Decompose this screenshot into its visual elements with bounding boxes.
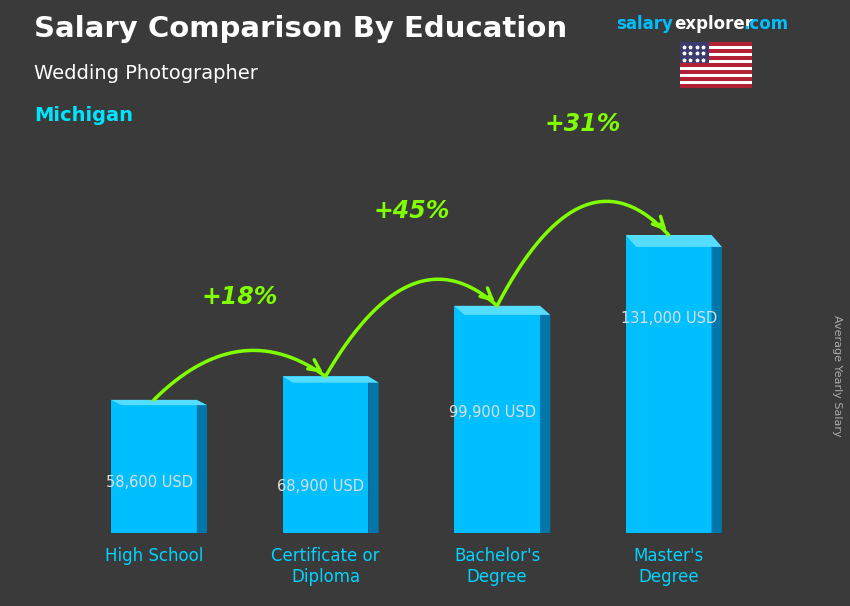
Text: Michigan: Michigan [34, 106, 133, 125]
Polygon shape [197, 400, 207, 533]
Polygon shape [626, 235, 722, 247]
Bar [680, 64, 752, 67]
Bar [680, 70, 752, 74]
Bar [626, 235, 711, 533]
Text: 99,900 USD: 99,900 USD [449, 405, 536, 420]
Polygon shape [540, 306, 550, 533]
Bar [680, 42, 752, 46]
Bar [680, 50, 752, 53]
Text: .com: .com [743, 15, 788, 33]
Polygon shape [454, 306, 550, 315]
Bar [680, 67, 752, 70]
Polygon shape [282, 376, 378, 382]
Bar [680, 78, 752, 81]
Bar [680, 46, 752, 50]
Bar [454, 306, 540, 533]
Bar [680, 60, 752, 64]
Text: Average Yearly Salary: Average Yearly Salary [832, 315, 842, 436]
Text: +18%: +18% [201, 285, 278, 309]
Polygon shape [368, 376, 378, 533]
Text: Salary Comparison By Education: Salary Comparison By Education [34, 15, 567, 43]
Text: explorer: explorer [674, 15, 753, 33]
Polygon shape [111, 400, 207, 405]
Polygon shape [711, 235, 722, 533]
Text: salary: salary [616, 15, 673, 33]
Bar [680, 42, 709, 64]
Text: +31%: +31% [545, 112, 621, 136]
Bar [680, 56, 752, 60]
Bar [680, 74, 752, 78]
Bar [680, 81, 752, 84]
Text: +45%: +45% [373, 199, 450, 223]
Bar [282, 376, 368, 533]
Bar [111, 400, 197, 533]
Text: 131,000 USD: 131,000 USD [620, 311, 717, 326]
Text: Wedding Photographer: Wedding Photographer [34, 64, 258, 82]
Bar [680, 84, 752, 88]
Bar [680, 53, 752, 56]
Text: 68,900 USD: 68,900 USD [277, 479, 365, 494]
Text: 58,600 USD: 58,600 USD [106, 475, 193, 490]
